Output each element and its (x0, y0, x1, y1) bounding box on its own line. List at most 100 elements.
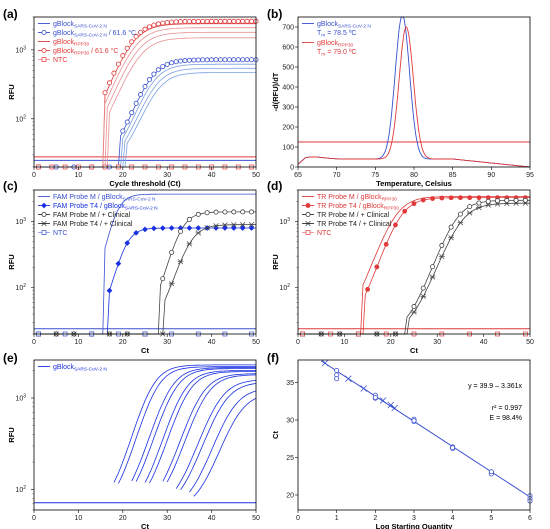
plot-frame-a (33, 16, 257, 168)
data-point (235, 18, 241, 24)
data-point (485, 198, 491, 204)
data-point (448, 195, 454, 201)
y-tick-label: 102 (279, 283, 290, 292)
data-point (240, 209, 246, 215)
data-point (522, 197, 528, 203)
data-point (248, 221, 255, 228)
y-tick-label: 700 (282, 25, 294, 32)
data-point (155, 21, 161, 27)
data-point (213, 18, 219, 24)
x-tick-label: 20 (119, 339, 127, 346)
x-tick-label: 50 (252, 172, 260, 179)
legend-text: FAM Probe M / + Clinical (53, 212, 131, 219)
legend-text: NTC (317, 230, 331, 237)
x-tick-label: 40 (208, 172, 216, 179)
x-axis-label: Ct (410, 346, 418, 355)
data-point (213, 57, 219, 63)
data-point (133, 34, 139, 40)
data-point (513, 197, 519, 203)
legend-entry: FAM Probe M / + Clinical (38, 211, 131, 219)
data-point (450, 445, 456, 451)
y-axis-label: Ct (271, 431, 280, 439)
data-point (146, 77, 152, 83)
data-point (124, 119, 130, 125)
data-point (420, 285, 426, 291)
x-tick-label: 30 (163, 339, 171, 346)
data-point (213, 209, 219, 215)
panel-label-b: (b) (267, 7, 282, 21)
y-axis-label: RFU (7, 427, 16, 442)
fit-line (320, 360, 531, 498)
data-point (204, 225, 210, 231)
legend-marker (41, 202, 47, 209)
data-point (466, 210, 473, 216)
y-tick-exponent: 3 (23, 217, 26, 223)
x-tick-label: 95 (526, 172, 534, 179)
x-tick-label: 90 (487, 172, 495, 179)
data-point (439, 253, 445, 260)
panel-label-d: (d) (267, 179, 282, 193)
data-point (383, 241, 389, 247)
plot-f (320, 359, 533, 504)
legend-text: gBlockRPP30 / 61.6 °C (53, 47, 118, 57)
series-line (34, 227, 256, 335)
data-point (226, 18, 232, 24)
data-point (522, 200, 529, 206)
data-point (235, 57, 241, 63)
data-point (249, 18, 255, 24)
legend-marker (41, 48, 47, 54)
data-point (124, 45, 130, 51)
amplification-curve (149, 371, 256, 484)
legend-text: gBlockRPP30 (53, 39, 90, 48)
data-point (393, 222, 398, 228)
data-point (168, 281, 175, 287)
legend-marker (41, 220, 47, 227)
data-point (411, 201, 417, 207)
y-tick-label: 103 (15, 217, 26, 226)
plot-frame-d (297, 189, 531, 335)
y-tick-label: 0 (290, 165, 294, 172)
data-point (120, 128, 126, 134)
legend-entry: gBlockRPP30 (38, 39, 90, 48)
legend-marker (41, 29, 47, 35)
legend-text: NTC (53, 230, 67, 237)
data-point (155, 67, 161, 73)
x-tick-label: 80 (410, 172, 418, 179)
x-tick-label: 40 (480, 339, 488, 346)
data-point (222, 209, 228, 215)
data-point (186, 216, 192, 222)
x-tick-label: 0 (32, 172, 36, 179)
series-line (34, 60, 256, 168)
amplification-curve (131, 367, 256, 482)
legend-entry: gBlockSARS-CoV-2 NTm = 78.5 ºC (302, 21, 371, 39)
data-point (429, 274, 436, 280)
axes-e: 0 10 20 30 40 50 102 103 Ct RFU (7, 359, 260, 529)
data-point (111, 70, 117, 76)
legend-tail: / 61.6 °C (107, 29, 136, 37)
data-point (178, 58, 184, 64)
data-point (209, 18, 215, 24)
amplification-curve (193, 397, 257, 497)
data-point (249, 209, 255, 215)
y-axis-label: RFU (271, 254, 280, 269)
y-tick-exponent: 3 (23, 45, 26, 51)
data-point (230, 225, 237, 231)
legend-entry: gBlockSARS-CoV-2 N (38, 21, 107, 30)
x-tick-label: 30 (163, 172, 171, 179)
legend-text: TR Probe M / + Clinical (317, 212, 390, 219)
y-axis-label: RFU (7, 84, 16, 99)
legend-b: gBlockSARS-CoV-2 NTm = 78.5 ºCgBlockRPP3… (302, 21, 371, 58)
legend-marker (41, 230, 47, 235)
tm-label: Tm = 79.0 ºC (317, 49, 356, 58)
data-point (164, 20, 170, 26)
amplification-curve (162, 373, 257, 482)
x-axis-label: Cycle threshold (Ct) (109, 179, 181, 188)
legend-entry: gBlockSARS-CoV-2 N (38, 364, 107, 373)
panel-label-c: (c) (3, 179, 18, 193)
legend-subscript: SARS-CoV-2 N (74, 24, 107, 30)
melt-curve (297, 26, 531, 168)
plot-b (297, 16, 531, 168)
data-point (146, 24, 152, 30)
data-point (191, 18, 197, 24)
